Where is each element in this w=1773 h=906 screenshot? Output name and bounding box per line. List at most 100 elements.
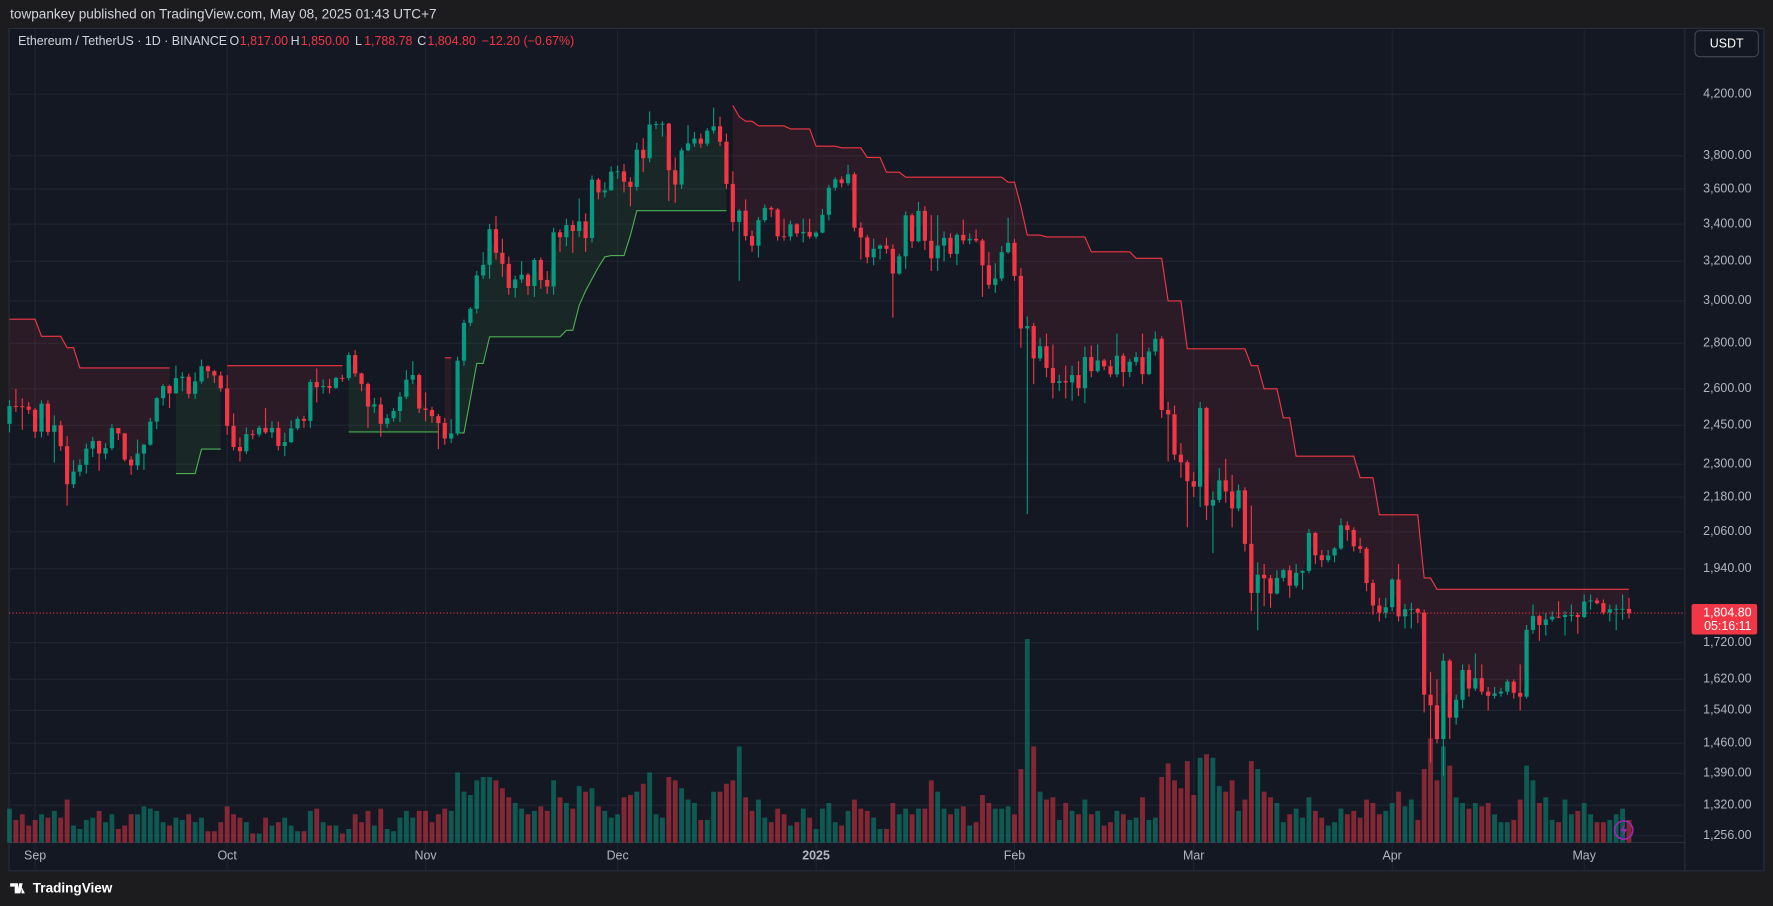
volume-bar [903, 808, 909, 843]
candle-body [1614, 608, 1619, 610]
candle-body [161, 386, 166, 399]
volume-bar [858, 808, 864, 843]
volume-bar [685, 799, 691, 843]
candle-body [673, 170, 678, 185]
volume-bar [640, 783, 646, 843]
candle-body [474, 275, 479, 309]
candle-body [1518, 692, 1523, 697]
legend-change: −12.20 (−0.67%) [482, 34, 575, 48]
volume-bar [935, 791, 941, 843]
logo: TradingView [10, 880, 113, 895]
candle-body [218, 375, 223, 389]
icon-ring[interactable] [1613, 820, 1634, 840]
quick-icon[interactable] [1613, 820, 1634, 840]
volume-bar [672, 780, 678, 843]
volume-bar [896, 814, 902, 843]
volume-bar [704, 819, 710, 843]
volume-bar [71, 825, 76, 843]
volume-bar [1530, 780, 1536, 843]
candle-body [1230, 491, 1235, 509]
volume-bar [442, 808, 448, 843]
candle-body [1217, 480, 1222, 500]
candle-body [698, 138, 703, 144]
candle-body [1210, 499, 1216, 506]
volume-bar [1383, 810, 1389, 843]
volume-bar [1504, 822, 1510, 843]
candle-body [980, 240, 985, 266]
candle-body [1319, 555, 1324, 561]
candle-body [756, 220, 761, 246]
candle-body [897, 256, 902, 274]
candle-body [941, 237, 947, 246]
candle-body [116, 428, 121, 434]
candle-body [1262, 574, 1267, 579]
candle-body [1018, 275, 1023, 329]
volume-bar [1453, 797, 1459, 843]
x-tick-label: Nov [415, 848, 438, 862]
volume-bar [659, 817, 665, 843]
volume-bar [788, 825, 793, 843]
volume-bar [167, 825, 172, 843]
volume-bar [954, 808, 960, 843]
volume-bar [1287, 814, 1293, 843]
candle-body [1114, 355, 1120, 375]
candle-body [525, 274, 531, 287]
volume-bar [7, 808, 12, 843]
x-tick-label: Apr [1382, 848, 1401, 862]
volume-bar [1018, 769, 1024, 843]
volume-bar [1210, 757, 1216, 843]
volume-bar [653, 814, 659, 843]
currency-button[interactable] [1694, 30, 1759, 58]
volume-bar [96, 810, 102, 843]
candle-body [1012, 242, 1017, 276]
candle-body [1223, 480, 1228, 492]
candle-body [1268, 578, 1273, 594]
volume-bar [1088, 814, 1094, 843]
candle-body [1178, 454, 1184, 463]
x-tick-label: Feb [1004, 848, 1025, 862]
candle-body [1095, 360, 1100, 372]
candle-body [993, 278, 998, 285]
volume-bar [39, 814, 44, 843]
candle-body [506, 263, 511, 289]
volume-bar [525, 814, 531, 843]
volume-bar [877, 828, 883, 843]
volume-bar [19, 814, 25, 843]
candle-body [1498, 691, 1504, 694]
volume-bar [506, 797, 512, 843]
icon-bolt[interactable] [1620, 823, 1628, 837]
countdown: 05:16:11 [1704, 619, 1752, 633]
volume-bar [691, 802, 697, 843]
candle-body [705, 130, 710, 144]
volume-bar [1191, 795, 1197, 843]
volume-bar [1440, 746, 1446, 843]
volume-bar [192, 822, 198, 843]
y-tick-label: 2,600.00 [1703, 381, 1751, 395]
volume-bar [820, 808, 825, 843]
volume-bar [263, 817, 268, 843]
candle-body [1479, 678, 1484, 692]
volume-bar [211, 831, 217, 843]
candle-body [135, 453, 140, 466]
volume-bar [1242, 799, 1248, 843]
volume-bar [768, 822, 774, 843]
volume-bar [423, 810, 429, 843]
candle-body [852, 174, 857, 228]
volume-bar [269, 825, 275, 843]
currency[interactable]: USDT [1710, 37, 1744, 51]
candle-body [263, 427, 268, 433]
volume-bar [448, 810, 454, 843]
candle-body [769, 207, 774, 210]
logo-mark [10, 883, 25, 894]
volume-bar [1626, 819, 1632, 843]
volume-bar [1543, 797, 1549, 843]
volume-bar [1133, 817, 1139, 843]
supertrend-line [175, 210, 727, 475]
candle-body [1396, 579, 1401, 617]
volume-bar [544, 810, 550, 843]
x-tick-label: Sep [24, 848, 46, 862]
candle-body [423, 408, 428, 410]
candle-body [609, 171, 614, 191]
volume-bar [1344, 814, 1350, 843]
candle-body [308, 382, 313, 421]
